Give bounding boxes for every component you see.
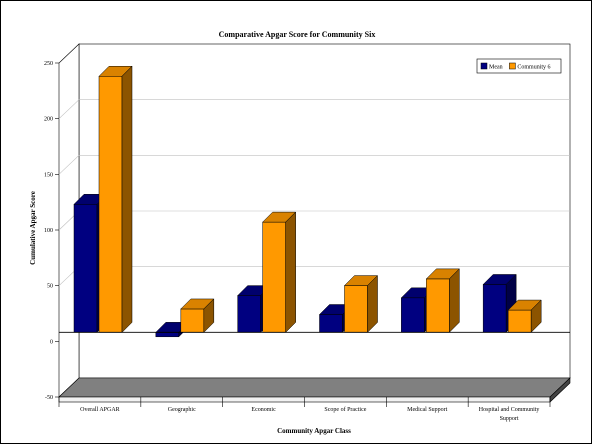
bar-front bbox=[482, 284, 507, 333]
legend-label: Community 6 bbox=[517, 65, 550, 71]
bar-side bbox=[121, 65, 133, 333]
legend-swatch bbox=[509, 62, 516, 70]
x-tick-label: Support bbox=[500, 416, 519, 422]
bar-side bbox=[449, 268, 460, 333]
bar-side bbox=[530, 299, 542, 333]
y-tick-label: 150 bbox=[44, 172, 53, 178]
legend-box bbox=[476, 58, 562, 74]
bar-side bbox=[203, 298, 215, 333]
x-tick-label: Medical Support bbox=[407, 407, 447, 413]
bar-front bbox=[73, 204, 98, 333]
floor-top bbox=[58, 377, 571, 398]
bar-front bbox=[180, 308, 205, 333]
y-tick-label: 250 bbox=[44, 61, 53, 67]
x-tick-label: Geographic bbox=[168, 407, 196, 413]
legend-label: Mean bbox=[489, 65, 503, 71]
legend-swatch bbox=[480, 62, 488, 70]
plot-area: -50 0 50 100 150 200 250 Overall APGAR Geographi… bbox=[44, 43, 571, 422]
bar-front bbox=[401, 297, 425, 333]
bar-front bbox=[426, 278, 450, 333]
legend: Mean Community 6 bbox=[476, 58, 562, 74]
bar-front bbox=[507, 309, 532, 333]
bar-front bbox=[237, 295, 261, 333]
bar-side bbox=[367, 274, 378, 333]
y-tick-label: -50 bbox=[45, 395, 53, 401]
bar-front bbox=[155, 332, 180, 338]
y-tick-label: 100 bbox=[44, 228, 53, 234]
bar-front bbox=[344, 285, 368, 333]
x-tick-label: Economic bbox=[251, 407, 276, 413]
bar-side bbox=[285, 211, 296, 333]
x-tick-label: Overall APGAR bbox=[80, 407, 120, 413]
y-tick-label: 0 bbox=[50, 339, 53, 345]
y-tick-label: 50 bbox=[47, 284, 53, 290]
bar-front bbox=[319, 314, 343, 333]
gridline bbox=[58, 155, 80, 175]
y-tick-label: 200 bbox=[44, 117, 53, 123]
gridline bbox=[58, 99, 80, 119]
chart-title: Comparative Apgar Score for Community Si… bbox=[219, 30, 376, 39]
bar-front bbox=[98, 76, 123, 333]
y-axis-title: Cumulative Apgar Score bbox=[29, 191, 37, 265]
x-tick-label: Hospital and Community bbox=[479, 407, 540, 413]
x-tick-label: Scope of Practice bbox=[324, 406, 366, 413]
bar-front bbox=[262, 221, 286, 333]
x-axis-title: Community Apgar Class bbox=[277, 427, 351, 435]
